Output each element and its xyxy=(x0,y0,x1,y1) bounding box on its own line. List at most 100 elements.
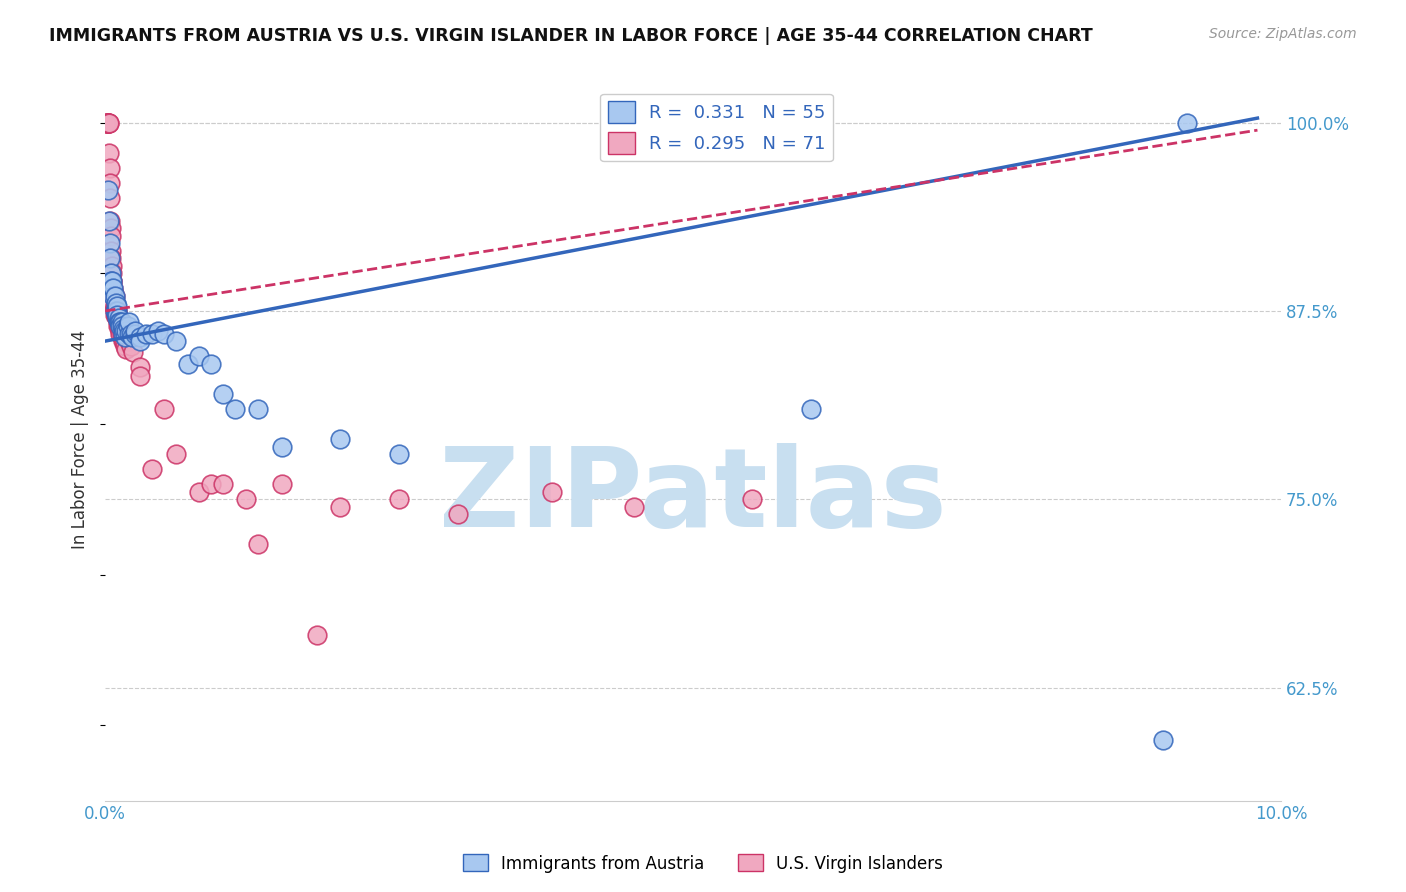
Point xyxy=(107,314,129,328)
Point xyxy=(100,244,122,258)
Point xyxy=(101,274,124,288)
Point xyxy=(329,500,352,514)
Point xyxy=(188,484,211,499)
Point xyxy=(111,329,134,343)
Point xyxy=(1152,733,1174,747)
Point xyxy=(105,309,128,323)
Point xyxy=(112,334,135,348)
Legend: R =  0.331   N = 55, R =  0.295   N = 71: R = 0.331 N = 55, R = 0.295 N = 71 xyxy=(600,94,832,161)
Point xyxy=(103,285,125,299)
Point xyxy=(305,628,328,642)
Point xyxy=(111,326,134,341)
Point xyxy=(115,324,138,338)
Point xyxy=(97,183,120,197)
Point xyxy=(141,326,163,341)
Point xyxy=(247,401,270,416)
Point xyxy=(101,274,124,288)
Point xyxy=(107,319,129,334)
Point xyxy=(388,492,411,507)
Point xyxy=(98,236,121,251)
Point xyxy=(97,145,120,160)
Point xyxy=(108,311,131,326)
Point xyxy=(121,329,143,343)
Point xyxy=(129,329,152,343)
Point xyxy=(118,334,141,348)
Point xyxy=(200,357,222,371)
Point xyxy=(118,326,141,341)
Point xyxy=(111,319,134,334)
Point xyxy=(153,326,176,341)
Point xyxy=(100,274,122,288)
Point xyxy=(211,387,233,401)
Point xyxy=(111,324,134,338)
Point xyxy=(135,326,157,341)
Point xyxy=(146,324,169,338)
Point xyxy=(104,309,127,323)
Point xyxy=(97,115,120,129)
Point xyxy=(100,221,122,235)
Point xyxy=(97,115,120,129)
Point xyxy=(388,447,411,461)
Point xyxy=(110,326,132,341)
Point xyxy=(741,492,763,507)
Point xyxy=(103,281,125,295)
Point xyxy=(105,304,128,318)
Point xyxy=(117,319,139,334)
Point xyxy=(129,368,152,383)
Point xyxy=(120,338,142,352)
Point xyxy=(110,324,132,338)
Legend: Immigrants from Austria, U.S. Virgin Islanders: Immigrants from Austria, U.S. Virgin Isl… xyxy=(457,847,949,880)
Point xyxy=(98,191,121,205)
Point xyxy=(100,266,122,280)
Point xyxy=(96,115,118,129)
Point xyxy=(104,309,127,323)
Point xyxy=(111,322,134,336)
Point xyxy=(118,329,141,343)
Point xyxy=(141,462,163,476)
Point xyxy=(120,326,142,341)
Point xyxy=(270,440,292,454)
Text: Source: ZipAtlas.com: Source: ZipAtlas.com xyxy=(1209,27,1357,41)
Point xyxy=(104,304,127,318)
Point xyxy=(97,115,120,129)
Point xyxy=(104,300,127,314)
Point xyxy=(111,326,134,341)
Point xyxy=(110,314,132,328)
Point xyxy=(224,401,246,416)
Point xyxy=(112,324,135,338)
Point xyxy=(129,334,152,348)
Point xyxy=(104,289,127,303)
Y-axis label: In Labor Force | Age 35-44: In Labor Force | Age 35-44 xyxy=(72,329,89,549)
Point xyxy=(111,334,134,348)
Point xyxy=(98,161,121,175)
Point xyxy=(122,344,145,359)
Point xyxy=(98,213,121,227)
Point xyxy=(270,477,292,491)
Point xyxy=(105,311,128,326)
Point xyxy=(129,359,152,374)
Point xyxy=(98,252,121,266)
Point xyxy=(98,176,121,190)
Point xyxy=(211,477,233,491)
Point xyxy=(103,289,125,303)
Point xyxy=(111,314,134,328)
Point xyxy=(1175,115,1198,129)
Point xyxy=(235,492,257,507)
Point xyxy=(112,329,135,343)
Point xyxy=(97,115,120,129)
Point xyxy=(176,357,198,371)
Point xyxy=(103,281,125,295)
Point xyxy=(118,314,141,328)
Point xyxy=(105,304,128,318)
Point xyxy=(200,477,222,491)
Point xyxy=(105,300,128,314)
Point xyxy=(105,311,128,326)
Point xyxy=(247,537,270,551)
Point xyxy=(101,259,124,273)
Point xyxy=(623,500,645,514)
Text: IMMIGRANTS FROM AUSTRIA VS U.S. VIRGIN ISLANDER IN LABOR FORCE | AGE 35-44 CORRE: IMMIGRANTS FROM AUSTRIA VS U.S. VIRGIN I… xyxy=(49,27,1092,45)
Point xyxy=(115,342,138,356)
Point xyxy=(329,432,352,446)
Point xyxy=(108,314,131,328)
Point xyxy=(800,401,823,416)
